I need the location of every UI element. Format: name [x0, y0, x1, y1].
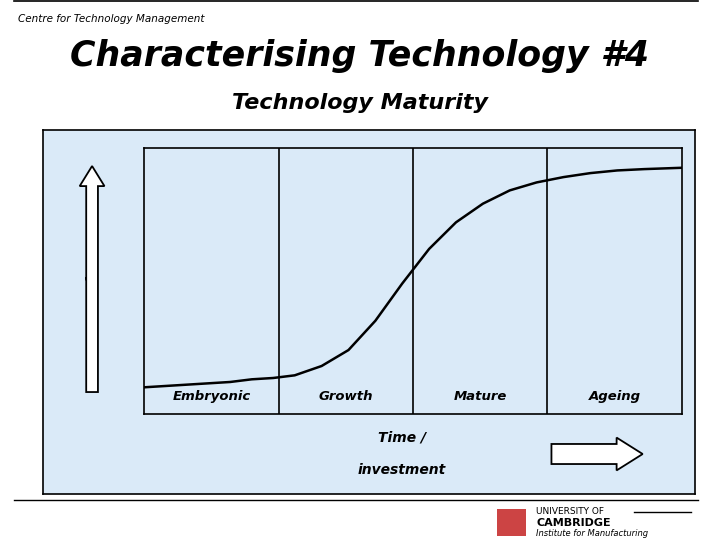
Text: Characterising Technology #4: Characterising Technology #4 — [71, 39, 649, 73]
Text: Mature: Mature — [454, 390, 507, 403]
Text: Growth: Growth — [318, 390, 373, 403]
Text: CAMBRIDGE: CAMBRIDGE — [536, 517, 611, 528]
Bar — [497, 509, 526, 536]
Text: UNIVERSITY OF: UNIVERSITY OF — [536, 507, 604, 516]
Text: Ageing: Ageing — [588, 390, 641, 403]
Text: Technology Maturity: Technology Maturity — [232, 93, 488, 113]
Text: investment: investment — [357, 463, 446, 477]
Text: Institute for Manufacturing: Institute for Manufacturing — [536, 529, 649, 538]
Text: Embryonic: Embryonic — [172, 390, 251, 403]
Text: e: e — [86, 355, 99, 363]
Text: Performanc: Performanc — [86, 224, 99, 305]
FancyArrow shape — [80, 166, 104, 392]
Text: Time /: Time / — [377, 430, 426, 444]
FancyArrow shape — [552, 437, 643, 470]
Text: Centre for Technology Management: Centre for Technology Management — [18, 14, 204, 24]
